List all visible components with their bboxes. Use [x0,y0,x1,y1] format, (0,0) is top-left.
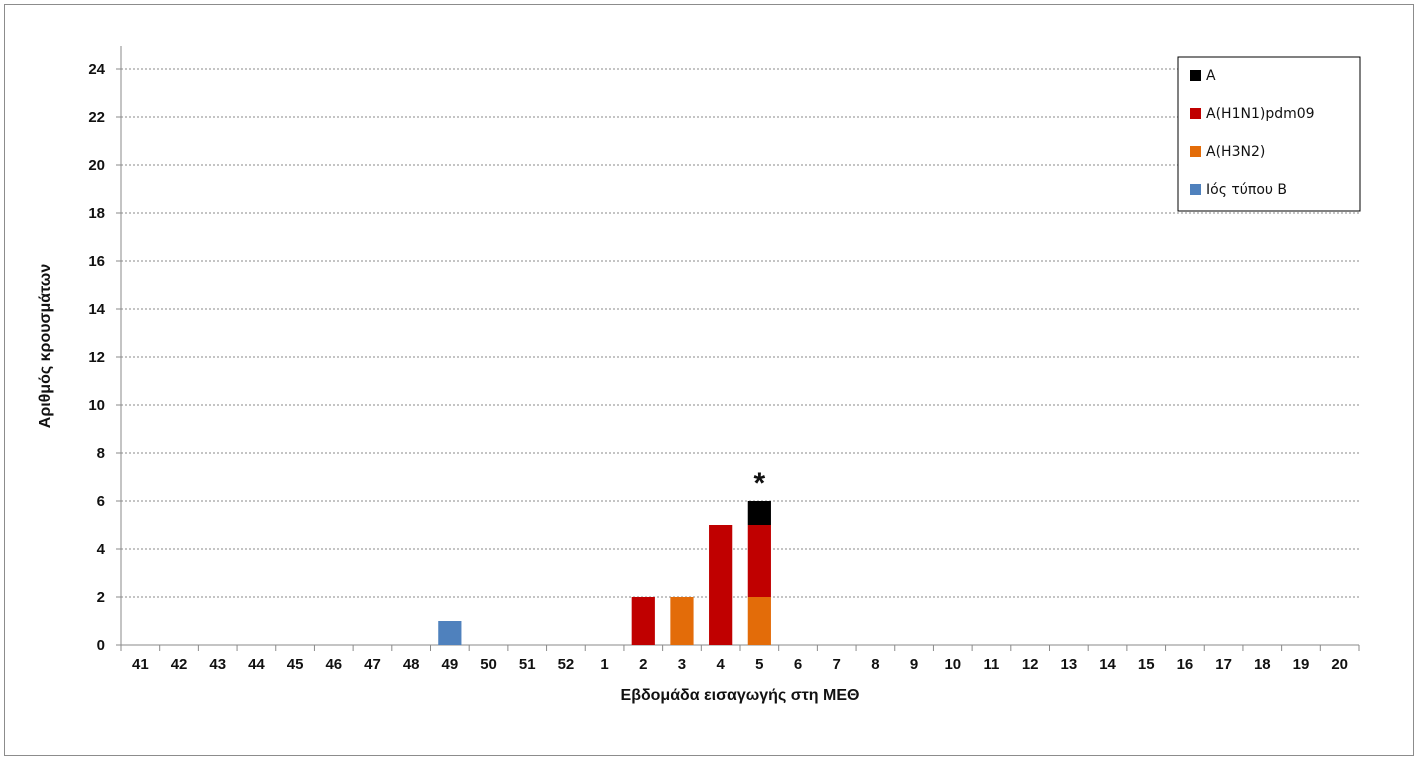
x-tick-label: 47 [364,656,381,673]
x-tick-label: 11 [984,656,1000,673]
legend-box [1177,56,1361,212]
bars [438,501,771,645]
axes [116,46,1360,651]
y-tick-label: 24 [88,61,105,78]
bar-segment [438,621,462,645]
y-tick-label: 12 [88,349,105,366]
bar-segment [747,501,771,525]
bar-segment [709,525,733,645]
x-tick-label: 14 [1099,656,1116,673]
y-tick-label: 22 [88,109,105,126]
y-tick-label: 18 [88,205,105,222]
y-tick-label: 4 [97,541,106,558]
bar-segment [747,597,771,645]
x-tick-label: 8 [871,656,879,673]
x-tick-label: 43 [209,656,226,673]
legend-label: A(H3N2) [1206,144,1265,160]
legend: A A(H1N1)pdm09 A(H3N2) Ιός τύπου Β [1177,56,1361,212]
x-tick-label: 13 [1061,656,1078,673]
annotations: * [754,467,766,500]
x-tick-label: 5 [755,656,763,673]
x-tick-label: 12 [1022,656,1039,673]
y-tick-label: 8 [97,445,105,462]
x-tick-label: 48 [403,656,420,673]
y-tick-label: 14 [88,301,105,318]
y-tick-label: 16 [88,253,105,270]
x-tick-label: 15 [1138,656,1155,673]
y-tick-label: 10 [88,397,105,414]
x-tick-label: 44 [248,656,265,673]
x-tick-label: 6 [794,656,802,673]
legend-swatch [1190,184,1201,195]
x-tick-label: 52 [558,656,575,673]
y-axis-title: Αριθμός κρουσμάτων [37,264,54,429]
y-tick-label: 6 [97,493,105,510]
x-axis-title: Εβδομάδα εισαγωγής στη ΜΕΘ [621,687,860,704]
x-tick-label: 45 [287,656,304,673]
x-tick-label: 18 [1254,656,1271,673]
x-tick-label: 42 [171,656,188,673]
gridlines [121,68,1359,598]
legend-label: A(H1N1)pdm09 [1206,106,1315,122]
x-tick-label: 49 [442,656,459,673]
annotation-asterisk: * [754,467,766,500]
x-tick-label: 9 [910,656,918,673]
bar-segment [670,597,694,645]
legend-label: Ιός τύπου Β [1206,182,1287,198]
bar-segment [747,525,771,597]
legend-label: A [1206,68,1216,84]
bar-segment [631,597,655,645]
x-tick-label: 17 [1215,656,1232,673]
x-tick-label: 4 [716,656,725,673]
x-tick-label: 7 [833,656,841,673]
y-tick-label: 2 [97,589,105,606]
x-tick-label: 10 [944,656,961,673]
legend-swatch [1190,70,1201,81]
x-tick-label: 19 [1293,656,1310,673]
x-tick-label: 41 [132,656,149,673]
x-tick-label: 3 [678,656,686,673]
x-tick-label: 20 [1331,656,1348,673]
legend-swatch [1190,146,1201,157]
x-tick-label: 1 [600,656,608,673]
x-tick-label: 51 [519,656,536,673]
x-tick-label: 46 [325,656,342,673]
x-tick-label: 50 [480,656,497,673]
x-tick-label: 16 [1177,656,1194,673]
y-tick-label: 20 [88,157,105,174]
legend-swatch [1190,108,1201,119]
x-tick-label: 2 [639,656,647,673]
y-tick-label: 0 [97,637,105,654]
